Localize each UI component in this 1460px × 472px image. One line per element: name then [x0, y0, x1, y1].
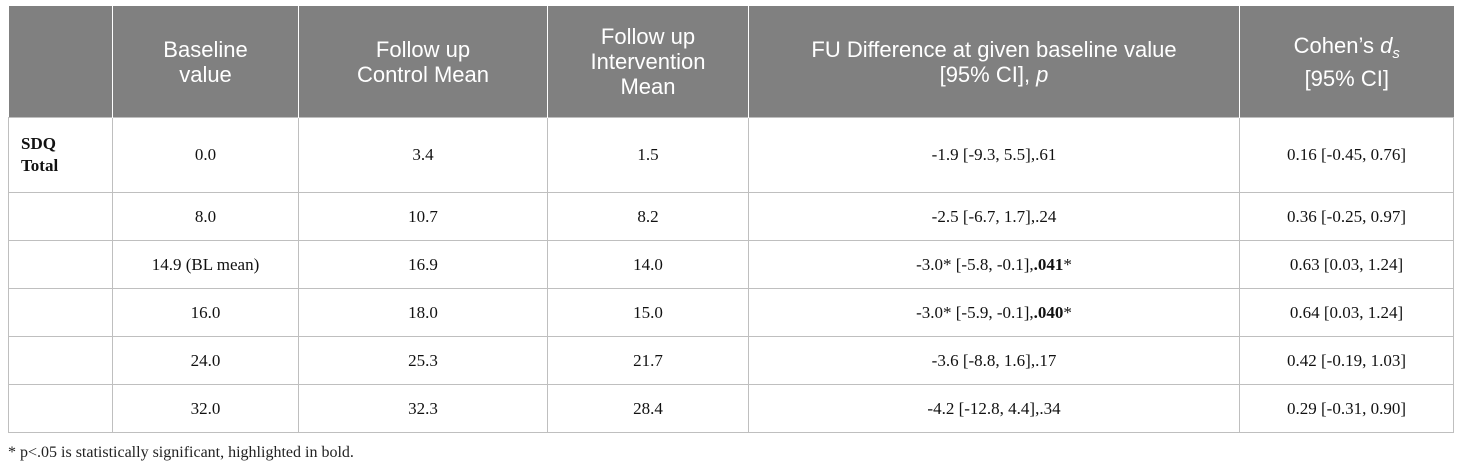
cell-intervention-mean: 14.0 — [547, 240, 749, 289]
header-fu-difference: FU Difference at given baseline value [9… — [748, 6, 1240, 118]
table-body: SDQ Total 0.0 3.4 1.5 -1.9 [-9.3, 5.5],.… — [8, 117, 1454, 433]
cell-difference: -3.0* [-5.9, -0.1],.040* — [748, 288, 1240, 337]
cell-intervention-mean: 8.2 — [547, 192, 749, 241]
header-cohens-d: Cohen’s ds [95% CI] — [1239, 6, 1454, 118]
cell-cohens-d: 0.36 [-0.25, 0.97] — [1239, 192, 1454, 241]
cell-control-mean: 16.9 — [298, 240, 548, 289]
cell-intervention-mean: 28.4 — [547, 384, 749, 433]
cell-cohens-d: 0.29 [-0.31, 0.90] — [1239, 384, 1454, 433]
results-table: Baseline value Follow up Control Mean Fo… — [8, 6, 1454, 433]
header-intervention-mean: Follow up Intervention Mean — [547, 6, 749, 118]
cell-baseline: 14.9 (BL mean) — [112, 240, 299, 289]
header-baseline-value: Baseline value — [112, 6, 299, 118]
table-row: 24.0 25.3 21.7 -3.6 [-8.8, 1.6],.17 0.42… — [8, 336, 1454, 385]
cell-difference: -2.5 [-6.7, 1.7],.24 — [748, 192, 1240, 241]
table-header: Baseline value Follow up Control Mean Fo… — [8, 6, 1454, 118]
header-control-mean: Follow up Control Mean — [298, 6, 548, 118]
cell-row-label-empty — [8, 240, 113, 289]
cell-cohens-d: 0.63 [0.03, 1.24] — [1239, 240, 1454, 289]
table-row: 14.9 (BL mean) 16.9 14.0 -3.0* [-5.8, -0… — [8, 240, 1454, 289]
cell-cohens-d: 0.16 [-0.45, 0.76] — [1239, 117, 1454, 193]
cell-cohens-d: 0.64 [0.03, 1.24] — [1239, 288, 1454, 337]
cell-control-mean: 32.3 — [298, 384, 548, 433]
header-blank — [8, 6, 113, 118]
cell-control-mean: 10.7 — [298, 192, 548, 241]
cell-control-mean: 25.3 — [298, 336, 548, 385]
cell-row-label-empty — [8, 192, 113, 241]
cell-baseline: 32.0 — [112, 384, 299, 433]
table-row: 32.0 32.3 28.4 -4.2 [-12.8, 4.4],.34 0.2… — [8, 384, 1454, 433]
cell-difference: -1.9 [-9.3, 5.5],.61 — [748, 117, 1240, 193]
cell-difference: -3.0* [-5.8, -0.1],.041* — [748, 240, 1240, 289]
cell-baseline: 24.0 — [112, 336, 299, 385]
cell-control-mean: 18.0 — [298, 288, 548, 337]
cell-intervention-mean: 15.0 — [547, 288, 749, 337]
cell-row-label-empty — [8, 384, 113, 433]
cell-baseline: 8.0 — [112, 192, 299, 241]
cell-row-label-empty — [8, 336, 113, 385]
cell-baseline: 0.0 — [112, 117, 299, 193]
table-row: 8.0 10.7 8.2 -2.5 [-6.7, 1.7],.24 0.36 [… — [8, 192, 1454, 241]
table-row: SDQ Total 0.0 3.4 1.5 -1.9 [-9.3, 5.5],.… — [8, 117, 1454, 193]
table-row: 16.0 18.0 15.0 -3.0* [-5.9, -0.1],.040* … — [8, 288, 1454, 337]
table-footnote: * p<.05 is statistically significant, hi… — [8, 444, 354, 461]
results-table-container: Baseline value Follow up Control Mean Fo… — [8, 6, 1454, 433]
cell-cohens-d: 0.42 [-0.19, 1.03] — [1239, 336, 1454, 385]
cell-intervention-mean: 1.5 — [547, 117, 749, 193]
cell-intervention-mean: 21.7 — [547, 336, 749, 385]
cell-row-label-empty — [8, 288, 113, 337]
cell-difference: -3.6 [-8.8, 1.6],.17 — [748, 336, 1240, 385]
cell-baseline: 16.0 — [112, 288, 299, 337]
cell-difference: -4.2 [-12.8, 4.4],.34 — [748, 384, 1240, 433]
cell-control-mean: 3.4 — [298, 117, 548, 193]
row-label-sdq-total: SDQ Total — [8, 117, 113, 193]
